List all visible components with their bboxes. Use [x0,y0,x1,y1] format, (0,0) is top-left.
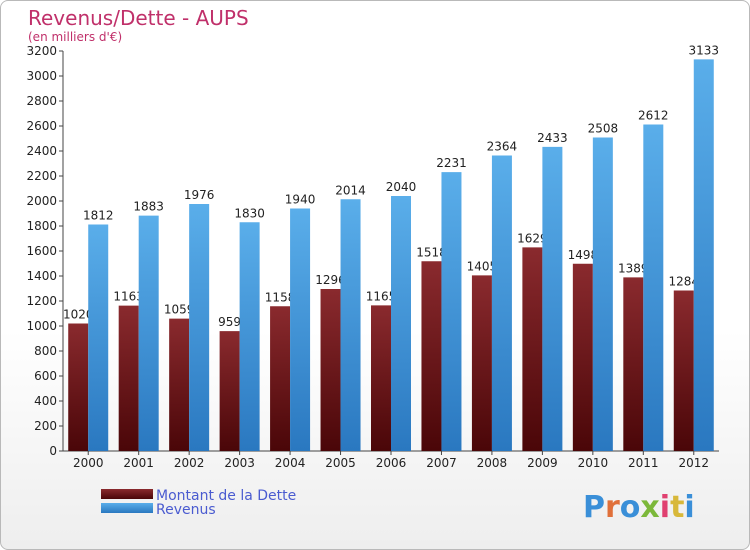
value-label-revenus: 2040 [386,180,417,194]
value-label-dette: 1405 [467,259,498,273]
value-label-revenus: 1883 [133,200,164,214]
value-label-revenus: 2014 [335,183,366,197]
bar-dette [673,290,694,451]
bar-revenus [693,59,714,451]
value-label-dette: 1158 [265,290,296,304]
axis-layer: 0 200 400 600 800 1000 1200 1400 1600 1800 2000 220… [26,44,719,470]
value-label-revenus: 2508 [588,122,619,136]
x-tick-label: 2007 [426,456,457,470]
legend-label: Revenus [156,502,216,518]
value-label-revenus: 1940 [285,193,316,207]
y-tick-label: 2600 [26,119,57,133]
legend-label: Montant de la Dette [156,488,296,504]
bar-revenus [542,146,563,451]
x-tick-label: 2009 [527,456,558,470]
bar-dette [320,289,341,451]
value-label-dette: 1498 [568,248,599,262]
value-label-revenus: 2231 [436,156,467,170]
y-tick-label: 400 [34,394,57,408]
y-tick-label: 600 [34,369,57,383]
bar-revenus [138,215,159,451]
y-tick-label: 3200 [26,44,57,58]
value-label-dette: 1163 [113,290,144,304]
bar-revenus [340,199,361,451]
bar-revenus [189,204,210,451]
bar-dette [219,331,240,451]
bar-dette [371,305,391,451]
x-tick-label: 2011 [628,456,659,470]
x-tick-label: 2002 [174,456,205,470]
bar-dette [572,263,593,451]
bar-dette [169,318,190,451]
y-tick-label: 800 [34,344,57,358]
value-label-dette: 959 [218,315,241,329]
bar-revenus [441,172,462,451]
x-tick-label: 2003 [224,456,255,470]
legend-swatch [101,489,153,499]
bar-revenus [592,137,613,451]
x-tick-label: 2012 [678,456,709,470]
value-label-dette: 1296 [315,273,346,287]
y-tick-label: 0 [49,444,57,458]
bar-revenus [491,155,512,451]
y-tick-label: 2400 [26,144,57,158]
y-tick-label: 3000 [26,69,57,83]
bar-revenus [290,208,311,451]
x-tick-label: 2008 [477,456,508,470]
value-label-dette: 1059 [164,303,195,317]
value-label-dette: 1518 [416,245,447,259]
logo-text: Proxiti [583,490,695,525]
value-label-dette: 1165 [366,289,397,303]
bar-dette [471,275,492,451]
x-tick-label: 2010 [578,456,609,470]
bar-revenus [643,124,664,451]
value-label-dette: 1629 [517,231,548,245]
value-label-dette: 1389 [618,261,649,275]
y-tick-label: 200 [34,419,57,433]
y-tick-label: 1400 [26,269,57,283]
value-label-dette: 1020 [63,308,94,322]
bar-layer: 1020 1812 1163 1883 1059 1976 959 1830 1158 1940 1… [63,43,719,451]
proxiti-logo: Proxiti [583,490,695,525]
bar-dette [421,261,442,451]
value-label-revenus: 1976 [184,188,215,202]
chart-subtitle: (en milliers d'€) [28,30,122,44]
value-label-dette: 1284 [668,275,699,289]
bar-dette [68,323,89,451]
bar-dette [270,306,291,451]
y-tick-label: 1800 [26,219,57,233]
y-tick-label: 2200 [26,169,57,183]
bar-dette [118,305,139,451]
x-tick-label: 2004 [275,456,306,470]
y-tick-label: 2000 [26,194,57,208]
value-label-revenus: 1830 [234,206,265,220]
x-tick-label: 2006 [376,456,407,470]
x-tick-label: 2000 [73,456,104,470]
value-label-revenus: 2364 [487,140,518,154]
value-label-revenus: 2612 [638,109,669,123]
legend-swatch [101,503,153,513]
chart-title: Revenus/Dette - AUPS [28,6,249,30]
y-tick-label: 1200 [26,294,57,308]
bar-dette [522,247,543,451]
value-label-revenus: 1812 [83,209,114,223]
bar-dette [623,277,644,451]
bar-revenus [391,196,411,451]
value-label-revenus: 3133 [688,43,719,57]
y-tick-label: 1600 [26,244,57,258]
y-tick-label: 2800 [26,94,57,108]
bar-revenus [88,224,109,451]
x-tick-label: 2005 [325,456,356,470]
y-tick-label: 1000 [26,319,57,333]
value-label-revenus: 2433 [537,131,568,145]
bar-revenus [239,222,260,451]
x-tick-label: 2001 [123,456,154,470]
